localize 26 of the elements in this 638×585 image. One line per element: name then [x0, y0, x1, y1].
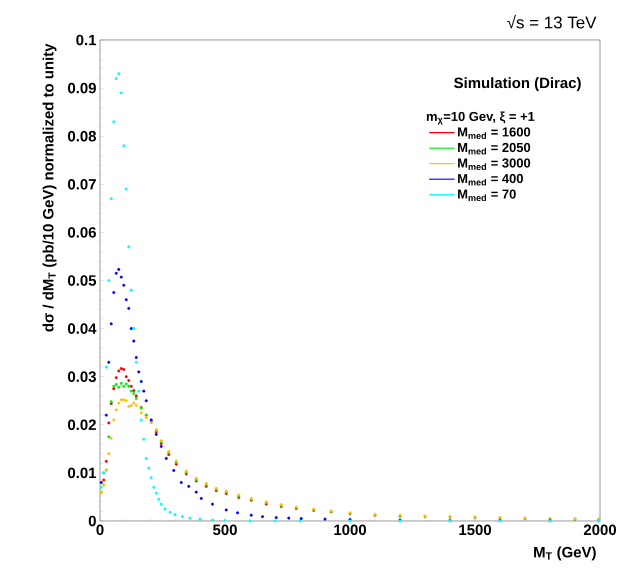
legend-label: M$_{med}$ = 3000 [458, 158, 530, 170]
x-tick-label: 1500 [459, 524, 491, 536]
x-tick-label: 500 [212, 524, 237, 536]
y-tick-label: 0.08 [68, 130, 96, 142]
y-tick-label: 0 [88, 516, 96, 526]
legend-label: M$_{med}$ = 400 [458, 174, 523, 186]
legend-label: M$_{med}$ = 70 [458, 189, 516, 202]
y-tick-label: 0.05 [68, 275, 96, 286]
x-axis-title: M$_{T}$ (GeV) [534, 546, 596, 560]
text: √s = 13 TeV [507, 14, 596, 28]
y-tick-label: 0.1 [76, 34, 96, 46]
legend-label: M$_{med}$ = 1600 [458, 127, 530, 139]
y-tick-label: 0.03 [68, 371, 96, 382]
x-tick-label: 0 [96, 524, 104, 536]
legend-label: M$_{med}$ = 2050 [458, 142, 530, 154]
y-axis-title: dσ / dM$_{T}$ (pb/10 GeV) normalized to unity [42, 44, 56, 332]
y-tick-label: 0.01 [68, 468, 96, 478]
legend-title: m$_{χ}$=10 Gev, ξ = +1 [426, 112, 534, 125]
x-tick-label: 1000 [334, 524, 366, 536]
y-tick-label: 0.07 [68, 178, 96, 190]
annotation: Simulation (Dirac) [454, 77, 581, 92]
y-tick-label: 0.06 [68, 227, 96, 238]
y-tick-label: 0.02 [68, 419, 96, 430]
y-tick-label: 0.04 [68, 323, 96, 334]
y-tick-label: 0.09 [68, 82, 96, 94]
x-tick-label: 2000 [584, 524, 616, 536]
